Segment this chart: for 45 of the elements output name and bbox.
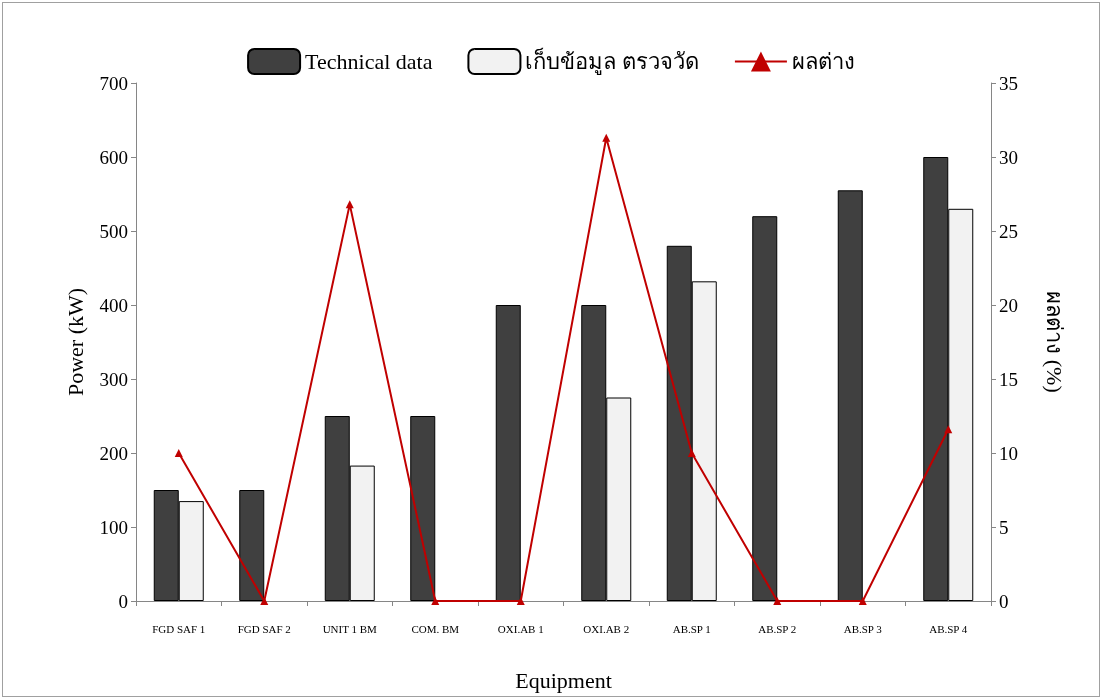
legend-label: ผลต่าง	[791, 49, 855, 74]
point	[516, 597, 525, 605]
y-tick-label: 600	[99, 146, 128, 168]
point	[773, 597, 782, 605]
x-axis-title: Equipment	[515, 667, 612, 693]
x-tick-label: AB.SP 4	[929, 622, 968, 635]
y-tick-label: 400	[99, 294, 128, 316]
bar	[837, 190, 863, 601]
x-tick-label: FGD SAF 1	[152, 622, 206, 635]
bar	[495, 305, 521, 601]
legend-label: Technical data	[305, 49, 433, 74]
x-tick-label: AB.SP 1	[672, 622, 711, 635]
x-tick-label: OXI.AB 2	[583, 622, 630, 635]
x-tick-label: AB.SP 2	[758, 622, 797, 635]
y2-tick-label: 30	[999, 146, 1018, 168]
point	[260, 597, 269, 605]
x-tick-label: OXI.AB 1	[497, 622, 544, 635]
point	[687, 449, 696, 457]
x-tick-label: AB.SP 3	[843, 622, 883, 635]
x-tick-label: UNIT 1 BM	[322, 622, 378, 635]
y2-tick-label: 5	[999, 516, 1009, 538]
y2-tick-label: 10	[999, 442, 1018, 464]
point	[174, 449, 183, 457]
point	[858, 597, 867, 605]
y-axis-title: Power (kW)	[62, 287, 88, 397]
y2-tick-label: 35	[999, 72, 1018, 94]
y2-tick-label: 0	[999, 590, 1009, 612]
y-tick-label: 700	[99, 72, 128, 94]
x-tick-label: FGD SAF 2	[237, 622, 291, 635]
x-tick-label: COM. BM	[411, 622, 460, 635]
legend-label: เก็บข้อมูล ตรวจวัด	[525, 47, 699, 75]
point	[431, 597, 440, 605]
y-tick-label: 500	[99, 220, 128, 242]
y-tick-label: 100	[99, 516, 128, 538]
bar	[752, 216, 778, 601]
y2-axis-title: ผลต่าง (%)	[1041, 291, 1067, 393]
y2-tick-label: 25	[999, 220, 1018, 242]
y-tick-label: 300	[99, 368, 128, 390]
bar	[410, 416, 436, 601]
y2-tick-label: 20	[999, 294, 1018, 316]
y2-tick-label: 15	[999, 368, 1018, 390]
y-tick-label: 0	[118, 590, 128, 612]
point	[602, 133, 611, 142]
bar	[239, 490, 265, 601]
y-tick-label: 200	[99, 442, 128, 464]
